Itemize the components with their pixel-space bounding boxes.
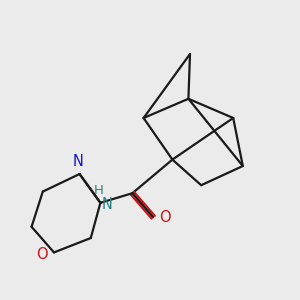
Text: N: N xyxy=(73,154,83,169)
Text: O: O xyxy=(159,210,171,225)
Text: N: N xyxy=(102,197,113,212)
Text: O: O xyxy=(36,247,48,262)
Text: H: H xyxy=(94,184,104,197)
